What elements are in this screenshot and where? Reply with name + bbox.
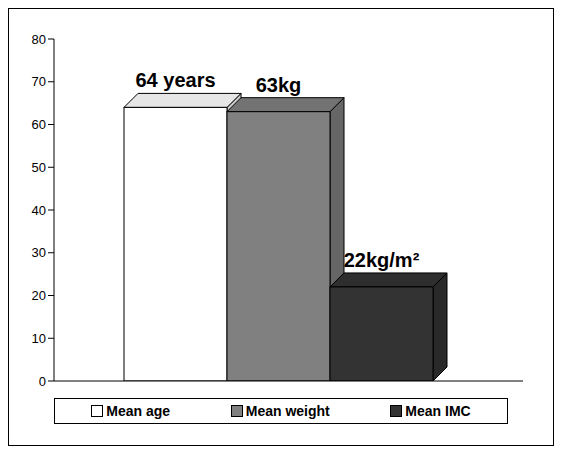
svg-text:60: 60 <box>32 117 46 132</box>
svg-text:64 years: 64 years <box>135 69 215 91</box>
svg-text:20: 20 <box>32 288 46 303</box>
svg-text:10: 10 <box>32 331 46 346</box>
svg-text:30: 30 <box>32 245 46 260</box>
svg-text:22kg/m²: 22kg/m² <box>344 249 420 271</box>
svg-text:63kg: 63kg <box>256 74 302 96</box>
svg-text:70: 70 <box>32 74 46 89</box>
svg-text:50: 50 <box>32 160 46 175</box>
html-text:Mean IMC: Mean IMC <box>405 403 471 419</box>
svg-text:40: 40 <box>32 203 46 218</box>
html-text:Mean age: Mean age <box>106 403 171 419</box>
svg-text:80: 80 <box>32 32 46 47</box>
html-text:Mean weight: Mean weight <box>245 403 330 419</box>
svg-text:0: 0 <box>39 374 46 389</box>
